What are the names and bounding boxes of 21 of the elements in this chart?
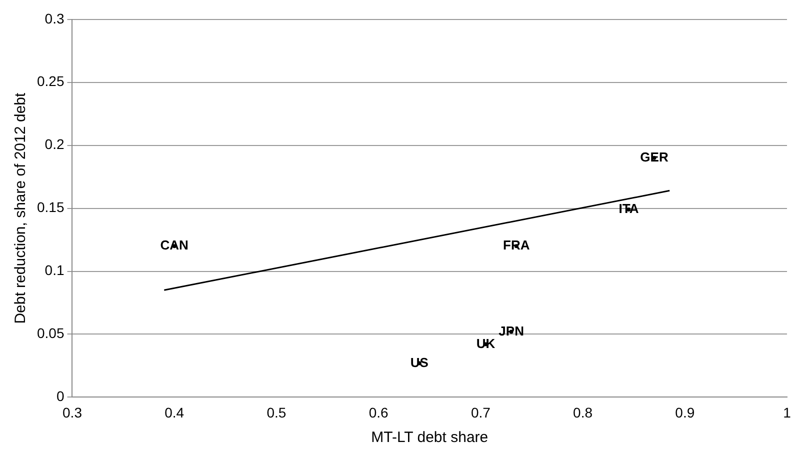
y-axis-title: Debt reduction, share of 2012 debt (12, 92, 30, 324)
x-axis-title: MT-LT debt share (371, 429, 488, 446)
y-tick-label: 0.05 (37, 325, 64, 342)
series-label: ITA (618, 201, 640, 216)
x-tick-label: 0.9 (675, 404, 695, 420)
x-tick-label: 0.8 (573, 404, 593, 420)
series-label: GER (640, 150, 669, 165)
series-label: US (410, 354, 429, 370)
x-tick-label: 0.5 (266, 404, 286, 420)
y-tick-label: 0.15 (37, 199, 64, 216)
x-tick-label: 0.6 (368, 404, 389, 420)
x-tick-label: 1 (783, 404, 792, 420)
y-tick-label: 0.1 (44, 262, 64, 278)
x-tick-label: 0.3 (62, 404, 82, 420)
y-tick-label: 0.2 (44, 136, 64, 152)
y-tick-label: 0.25 (37, 73, 64, 90)
series-label: CAN (160, 238, 188, 253)
y-tick-label: 0 (56, 388, 64, 404)
x-tick-label: 0.7 (470, 404, 491, 420)
x-tick-label: 0.4 (164, 404, 184, 420)
y-tick-label: 0.3 (44, 10, 64, 26)
